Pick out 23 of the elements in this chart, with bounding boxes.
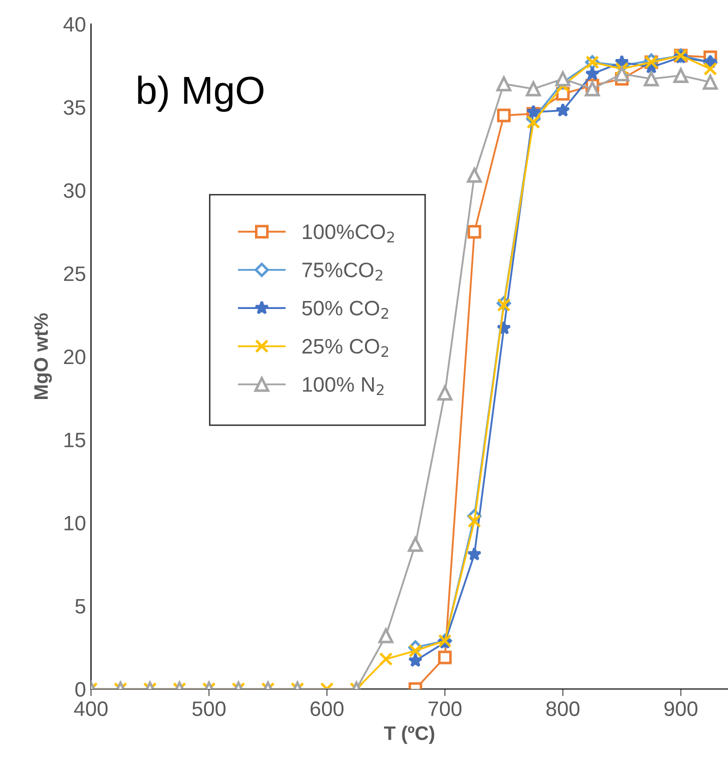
legend-label: 100% N$_{2}$ (302, 377, 384, 396)
y-tick-label: 40 (63, 17, 86, 32)
y-tick-label: 15 (64, 432, 86, 448)
x-tick-label: 800 (546, 701, 580, 716)
x-tick-label: 600 (310, 701, 344, 716)
y-tick-label: 30 (64, 183, 86, 198)
y-tick-label: 5 (75, 599, 86, 614)
y-tick-label: 0 (75, 682, 86, 697)
y-tick-label: 25 (64, 266, 86, 282)
y-axis-title: MgO wt% (34, 313, 52, 399)
legend-label: 75%CO$_{2}$ (302, 262, 382, 281)
legend-label: 100%CO$_{2}$ (302, 224, 394, 242)
x-tick-label: 700 (428, 701, 462, 716)
x-axis-title: T (ºC) (384, 726, 434, 744)
legend-label: 25% CO$_{2}$ (302, 338, 388, 357)
x-tick-label: 900 (664, 701, 698, 716)
y-tick-label: 20 (64, 350, 86, 364)
y-tick-label: 10 (64, 516, 86, 531)
x-tick-label: 500 (192, 701, 226, 716)
x-tick-label: 400 (74, 701, 108, 716)
legend-label: 50% CO$_{2}$ (302, 300, 388, 319)
annotation: b) MgO (138, 76, 264, 112)
y-tick-label: 35 (64, 100, 86, 115)
